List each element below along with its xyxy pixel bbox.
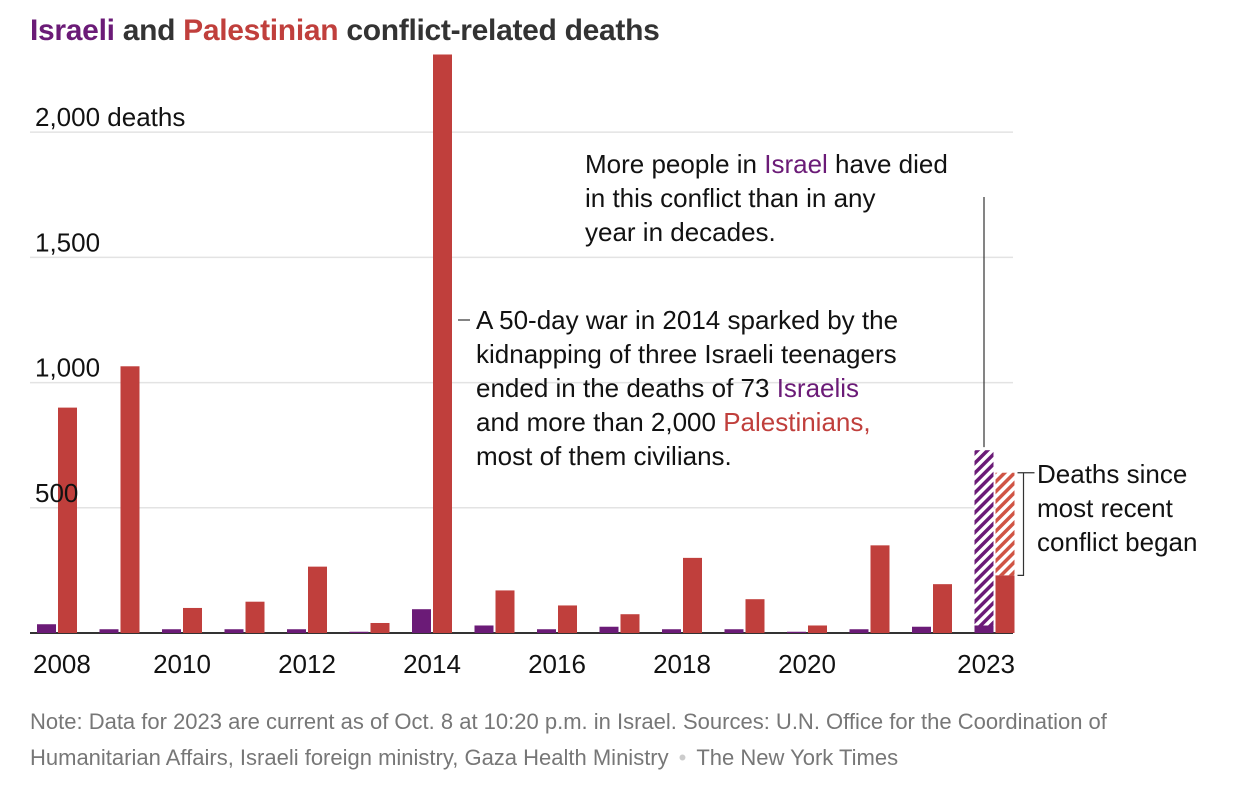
title-rest: conflict-related deaths: [346, 14, 660, 47]
bar-israeli-2009: [99, 629, 119, 633]
bar-israeli-2008: [37, 624, 56, 633]
y-tick-label-500: 500: [35, 478, 78, 508]
annotation-israel-line2: in this conflict than in any: [585, 183, 876, 213]
bar-palestinian-2023-since-conflict: [995, 472, 1015, 576]
bar-israeli-2016: [537, 629, 556, 633]
annotation-2014-line3-pre: ended in the deaths of 73: [476, 373, 777, 403]
x-tick-label-2012: 2012: [278, 649, 336, 679]
bar-israeli-2014: [412, 609, 431, 633]
footer-separator: •: [678, 745, 687, 770]
bar-israeli-2010: [162, 629, 181, 633]
annotation-2014-line4-pre: and more than 2,000: [476, 407, 724, 437]
annotation-2014-israelis: Israelis: [776, 373, 860, 403]
title-palestinian: Palestinian: [183, 14, 339, 47]
x-axis-labels: 2008 2010 2012 2014 2016 2018 2020 2023: [33, 649, 1015, 679]
x-tick-label-2018: 2018: [653, 649, 711, 679]
bar-palestinian-2011: [245, 601, 265, 633]
bar-israeli-2023-since-conflict: [974, 450, 994, 633]
x-tick-label-2010: 2010: [153, 649, 211, 679]
bar-palestinian-2014: [433, 54, 452, 633]
bar-palestinian-2008: [58, 407, 77, 633]
bar-palestinian-2021: [870, 545, 890, 633]
annotation-2014-line2: kidnapping of three Israeli teenagers: [476, 339, 897, 369]
x-tick-label-2016: 2016: [528, 649, 586, 679]
annotation-2014-war: A 50-day war in 2014 sparked by the kidn…: [476, 303, 898, 473]
annotation-israel-highlight: Israel: [764, 149, 828, 179]
bar-israeli-2021: [849, 629, 869, 633]
annotation-since-line2: most recent: [1037, 493, 1173, 523]
bar-israeli-2019: [724, 629, 744, 633]
annotation-israel-line1-pre: More people in: [585, 149, 765, 179]
chart-title: Israeli and Palestinian conflict-related…: [30, 14, 660, 48]
y-axis-labels: 2,000 deaths 1,500 1,000 500: [35, 102, 185, 508]
bar-palestinian-2019: [745, 599, 765, 633]
bar-palestinian-2017: [620, 614, 640, 633]
bar-israeli-2018: [662, 629, 681, 633]
x-tick-label-2023: 2023: [957, 649, 1015, 679]
y-tick-label-1500: 1,500: [35, 227, 100, 257]
footer-note: Note: Data for 2023 are current as of Oc…: [30, 709, 1107, 770]
x-tick-label-2008: 2008: [33, 649, 91, 679]
bar-palestinian-2022: [933, 584, 952, 633]
bar-palestinian-2010: [183, 607, 202, 633]
bar-israeli-2017: [599, 626, 619, 633]
bar-israeli-2012: [287, 629, 306, 633]
annotation-2014-line1: A 50-day war in 2014 sparked by the: [476, 305, 899, 335]
bar-israeli-2020: [787, 631, 806, 633]
title-and: and: [122, 14, 176, 47]
bar-israeli-2022: [912, 626, 931, 633]
bar-israeli-2013: [349, 631, 369, 633]
y-tick-label-2000: 2,000 deaths: [35, 102, 185, 132]
bars: [37, 54, 1015, 633]
bar-palestinian-2016: [558, 605, 577, 633]
bar-palestinian-2013: [370, 622, 390, 633]
bar-israeli-2011: [224, 629, 244, 633]
annotation-since-line1: Deaths since: [1037, 459, 1188, 489]
footer: Note: Data for 2023 are current as of Oc…: [30, 704, 1230, 776]
x-tick-label-2014: 2014: [403, 649, 461, 679]
callout-lines: [458, 197, 1035, 576]
annotation-since-line3: conflict began: [1037, 527, 1198, 557]
annotation-israel-line3: year in decades.: [585, 217, 776, 247]
bar-palestinian-2023: [995, 575, 1015, 633]
annotation-israel: More people in Israel have died in this …: [585, 147, 948, 249]
annotation-since-conflict: Deaths since most recent conflict began: [1037, 457, 1197, 559]
x-tick-label-2020: 2020: [778, 649, 836, 679]
bar-israeli-2023: [974, 625, 994, 633]
bar-palestinian-2018: [683, 557, 702, 633]
annotation-2014-line5: most of them civilians.: [476, 441, 732, 471]
bar-palestinian-2012: [308, 566, 327, 633]
annotation-2014-palestinians: Palestinians,: [723, 407, 871, 437]
y-tick-label-1000: 1,000: [35, 353, 100, 383]
footer-credit: The New York Times: [696, 745, 899, 770]
title-israeli: Israeli: [30, 14, 115, 47]
bar-israeli-2015: [474, 625, 494, 633]
annotation-israel-line1-post: have died: [827, 149, 948, 179]
bar-palestinian-2015: [495, 590, 515, 633]
bar-palestinian-2020: [808, 625, 827, 633]
callout-since-bracket: [1017, 472, 1035, 576]
bar-palestinian-2009: [120, 366, 140, 633]
